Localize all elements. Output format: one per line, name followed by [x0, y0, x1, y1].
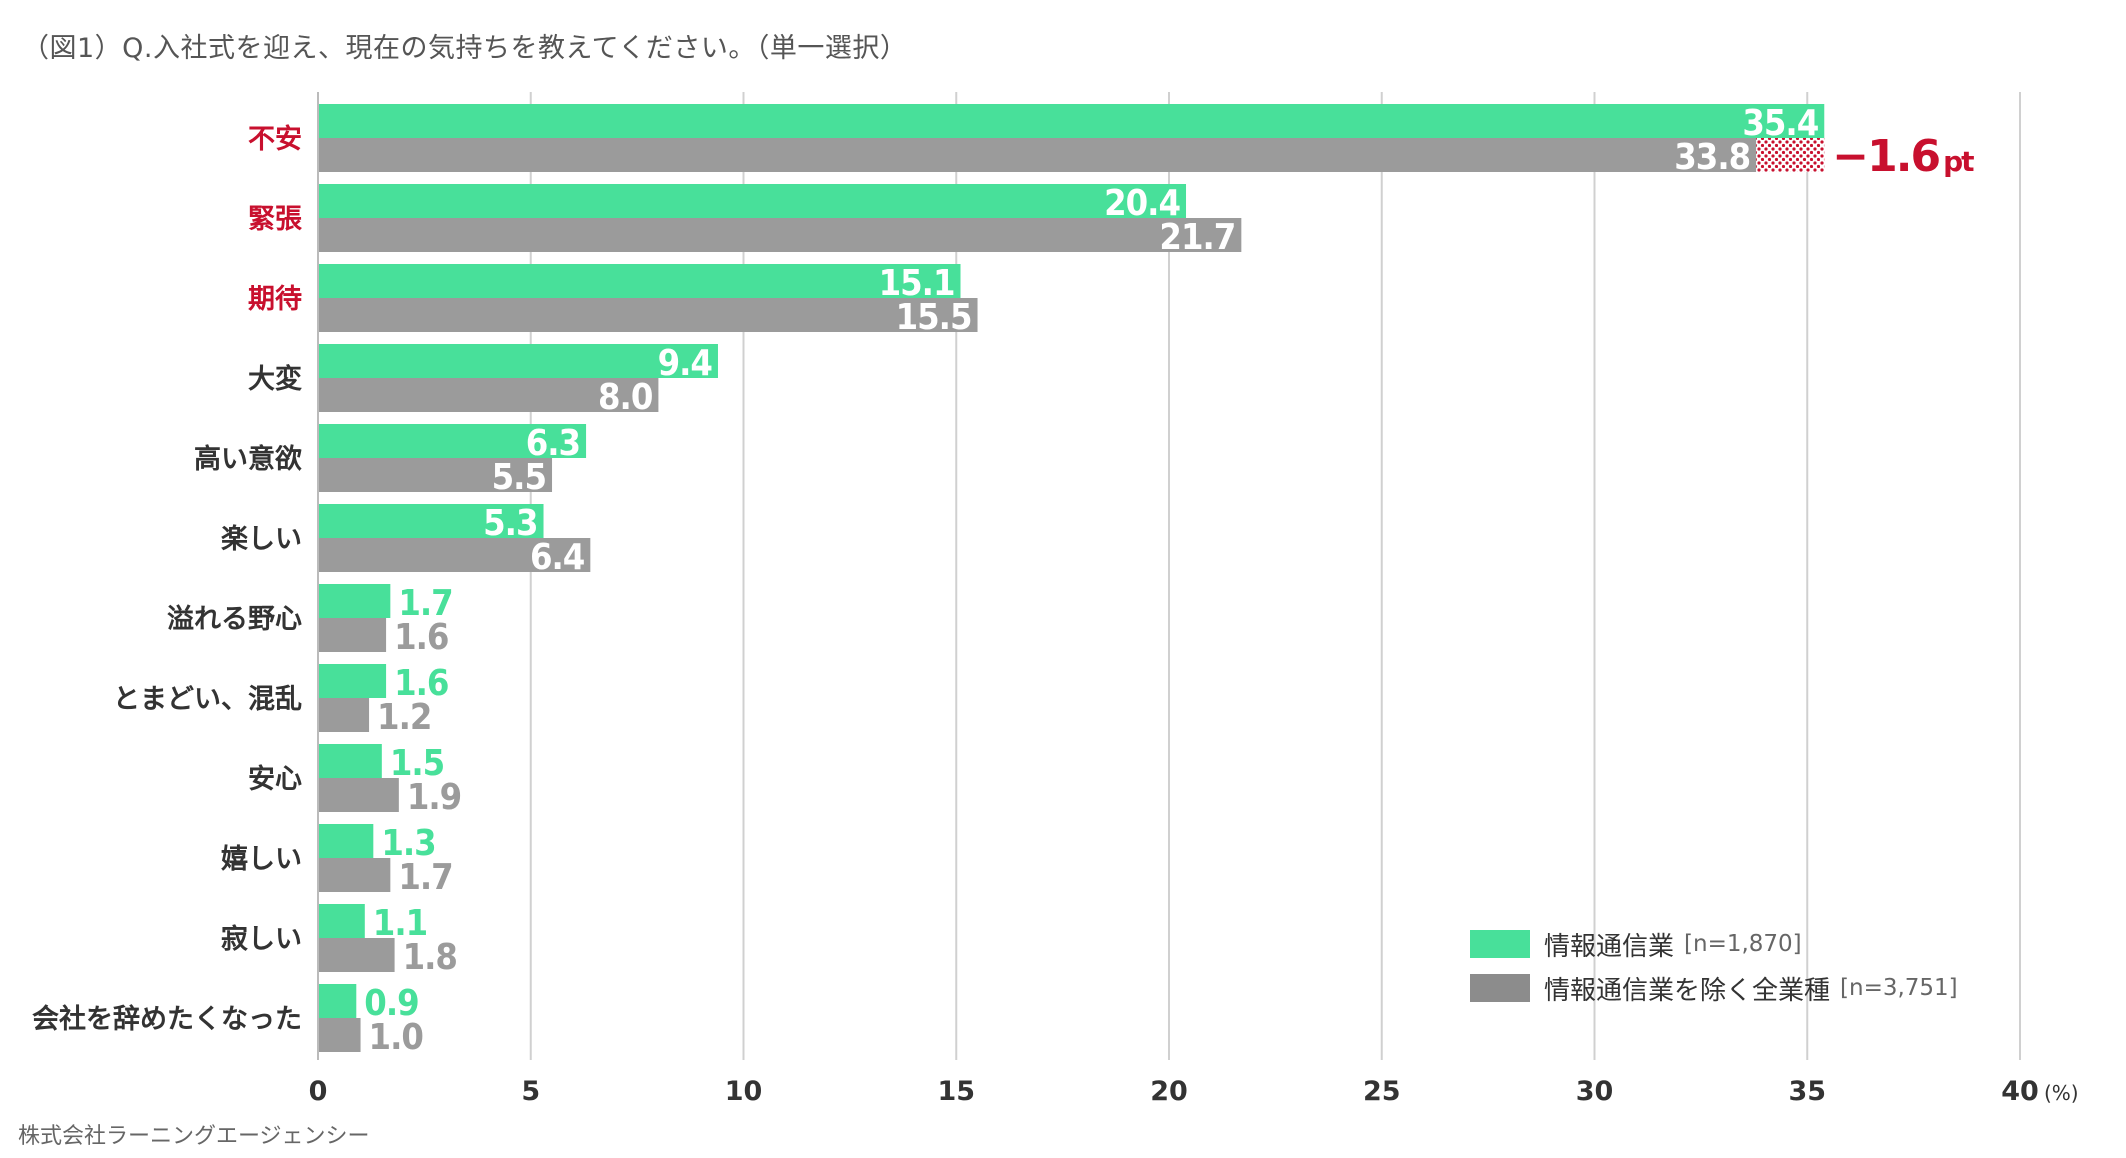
- bar-1-4: [318, 424, 587, 458]
- bar-1-1: [318, 184, 1187, 218]
- bar-2-0: [318, 138, 1757, 172]
- bar-1-5: [318, 504, 544, 538]
- bar-2-7: [318, 698, 370, 732]
- legend-item-series-1: 情報通信業 [n=1,870]: [1470, 922, 1958, 966]
- data-label-2-4: 5.5: [492, 457, 546, 498]
- difference-hatch-bar: [1756, 138, 1825, 172]
- legend-swatch-series-2: [1470, 974, 1530, 1002]
- bar-2-5: [318, 538, 591, 572]
- legend-n-series-1: [n=1,870]: [1684, 931, 1802, 957]
- category-label-0: 不安: [248, 124, 302, 155]
- category-label-3: 大変: [248, 363, 302, 395]
- data-label-1-6: 1.7: [398, 583, 452, 624]
- data-label-1-10: 1.1: [373, 903, 427, 944]
- data-label-2-8: 1.9: [407, 777, 461, 818]
- data-label-2-11: 1.0: [369, 1017, 423, 1058]
- bar-2-11: [318, 1018, 361, 1052]
- bar-2-2: [318, 298, 978, 332]
- bar-1-6: [318, 584, 391, 618]
- data-label-1-0: 35.4: [1742, 103, 1818, 144]
- x-tick-label-40: 40: [2001, 1076, 2039, 1107]
- data-label-1-9: 1.3: [381, 823, 435, 864]
- data-label-1-1: 20.4: [1104, 183, 1180, 224]
- bar-2-4: [318, 458, 553, 492]
- data-label-2-0: 33.8: [1674, 137, 1750, 178]
- source-credit: 株式会社ラーニングエージェンシー: [18, 1124, 370, 1149]
- legend-label-series-2: 情報通信業を除く全業種: [1544, 975, 1831, 1006]
- data-label-2-10: 1.8: [403, 937, 457, 978]
- x-tick-label-20: 20: [1150, 1076, 1188, 1107]
- data-label-1-3: 9.4: [658, 343, 713, 384]
- category-label-7: とまどい、混乱: [113, 684, 302, 715]
- category-label-9: 嬉しい: [221, 844, 302, 875]
- bar-1-11: [318, 984, 357, 1018]
- difference-unit: pt: [1943, 145, 1974, 178]
- data-label-2-5: 6.4: [530, 537, 585, 578]
- x-tick-label-30: 30: [1576, 1076, 1614, 1107]
- category-label-8: 安心: [248, 764, 302, 795]
- category-label-4: 高い意欲: [194, 443, 302, 475]
- data-label-1-11: 0.9: [364, 983, 418, 1024]
- category-label-11: 会社を辞めたくなった: [32, 1003, 302, 1035]
- x-tick-label-5: 5: [521, 1076, 540, 1107]
- data-label-1-5: 5.3: [483, 503, 537, 544]
- category-label-5: 楽しい: [221, 524, 302, 555]
- bar-2-10: [318, 938, 395, 972]
- bar-2-1: [318, 218, 1242, 252]
- data-label-2-6: 1.6: [394, 617, 448, 658]
- legend-swatch-series-1: [1470, 930, 1530, 958]
- data-label-1-4: 6.3: [526, 423, 580, 464]
- data-label-2-9: 1.7: [398, 857, 452, 898]
- legend-label-series-1: 情報通信業: [1544, 931, 1675, 962]
- difference-value: −1.6: [1832, 131, 1939, 182]
- bar-2-8: [318, 778, 399, 812]
- legend-n-series-2: [n=3,751]: [1840, 975, 1958, 1001]
- category-label-10: 寂しい: [221, 923, 302, 955]
- data-label-2-1: 21.7: [1159, 217, 1235, 258]
- bar-2-3: [318, 378, 659, 412]
- bar-1-3: [318, 344, 718, 378]
- x-tick-label-35: 35: [1788, 1076, 1826, 1107]
- x-tick-label-25: 25: [1363, 1076, 1401, 1107]
- bar-1-8: [318, 744, 382, 778]
- x-tick-label-0: 0: [309, 1076, 328, 1107]
- category-label-2: 期待: [248, 284, 302, 315]
- category-label-1: 緊張: [248, 204, 303, 235]
- bar-1-10: [318, 904, 365, 938]
- data-label-1-7: 1.6: [394, 663, 448, 704]
- data-label-2-2: 15.5: [896, 297, 972, 338]
- bar-2-9: [318, 858, 391, 892]
- data-label-1-2: 15.1: [879, 263, 955, 304]
- chart-title: （図1）Q.入社式を迎え、現在の気持ちを教えてください。（単一選択）: [22, 33, 908, 64]
- legend-item-series-2: 情報通信業を除く全業種 [n=3,751]: [1470, 966, 1958, 1010]
- bar-2-6: [318, 618, 387, 652]
- bar-1-2: [318, 264, 961, 298]
- x-tick-label-10: 10: [725, 1076, 763, 1107]
- data-label-2-3: 8.0: [598, 377, 652, 418]
- x-unit-label: (%): [2044, 1081, 2079, 1105]
- bar-1-9: [318, 824, 374, 858]
- bar-1-0: [318, 104, 1825, 138]
- data-label-2-7: 1.2: [377, 697, 431, 738]
- data-label-1-8: 1.5: [390, 743, 444, 784]
- category-label-6: 溢れる野心: [167, 604, 302, 635]
- x-tick-label-15: 15: [937, 1076, 975, 1107]
- difference-annotation: −1.6 pt: [1832, 131, 1974, 182]
- legend: 情報通信業 [n=1,870] 情報通信業を除く全業種 [n=3,751]: [1470, 922, 1958, 1010]
- bar-1-7: [318, 664, 387, 698]
